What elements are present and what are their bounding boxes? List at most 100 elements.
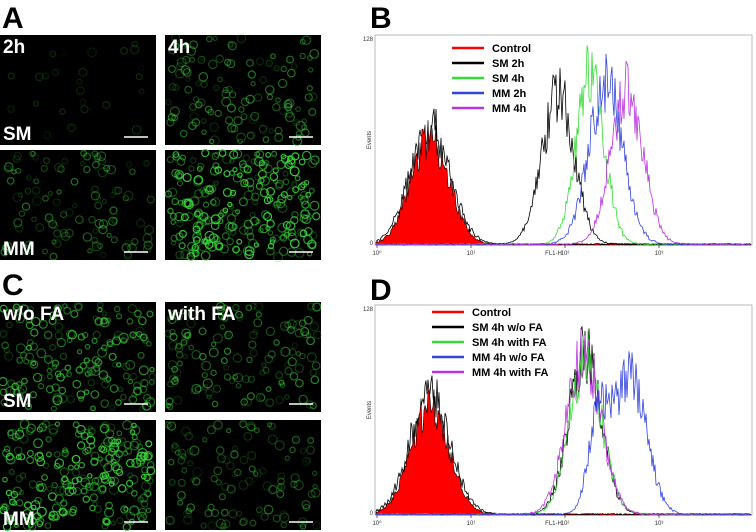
cell — [137, 64, 145, 72]
histogram-line — [375, 61, 751, 246]
cell — [172, 151, 180, 159]
cell — [122, 419, 133, 430]
cell — [54, 494, 64, 504]
cell — [253, 469, 262, 478]
cell — [134, 309, 142, 318]
cell — [280, 521, 287, 529]
cell — [3, 346, 10, 354]
cell — [25, 427, 34, 436]
cell — [3, 445, 11, 453]
cell — [232, 353, 243, 363]
cell — [184, 85, 193, 94]
cell — [277, 194, 287, 204]
cell — [175, 250, 185, 260]
cell — [277, 78, 288, 89]
cell — [277, 477, 285, 485]
cell — [189, 112, 199, 122]
cell — [59, 352, 68, 361]
cell — [110, 476, 119, 485]
cell — [310, 375, 320, 385]
cell — [232, 173, 242, 183]
cell — [308, 158, 318, 169]
legend-label: MM 4h — [492, 103, 527, 115]
cell — [137, 496, 144, 503]
cell — [170, 240, 177, 246]
cell — [189, 40, 199, 50]
cell — [167, 65, 176, 74]
cell — [15, 343, 26, 354]
cell — [284, 394, 290, 400]
cell — [72, 203, 78, 209]
cell — [106, 338, 114, 346]
cell — [146, 341, 152, 347]
cell — [196, 165, 203, 172]
cell — [110, 236, 118, 244]
image-label: SM — [3, 124, 32, 145]
cell — [143, 160, 150, 167]
cell — [165, 397, 174, 406]
cell — [101, 311, 107, 317]
cell — [229, 158, 235, 164]
cell — [227, 41, 234, 48]
cell — [51, 482, 58, 489]
cell — [139, 385, 148, 394]
image-label: MM — [3, 239, 35, 260]
cell — [37, 383, 45, 390]
cell — [198, 327, 207, 336]
cell — [165, 515, 175, 525]
cell — [225, 428, 232, 434]
cell — [168, 478, 176, 486]
cell — [64, 228, 74, 238]
micrograph: w/o FA SM — [0, 301, 156, 413]
cell — [43, 131, 52, 140]
cell — [240, 97, 250, 107]
cell — [175, 342, 183, 350]
cell — [274, 181, 283, 190]
cell — [116, 517, 124, 525]
cell — [299, 214, 309, 223]
cell — [187, 309, 198, 320]
cell — [284, 112, 295, 123]
cell — [266, 219, 275, 228]
cell — [0, 502, 10, 512]
image-label: with FA — [167, 304, 236, 325]
cell — [268, 128, 274, 134]
cell — [146, 195, 155, 204]
cell — [292, 320, 303, 330]
cell — [42, 157, 51, 165]
cell — [115, 399, 122, 406]
x-tick-label: 10¹ — [467, 251, 476, 257]
cell — [76, 390, 86, 399]
cell — [223, 373, 232, 381]
cell — [209, 166, 220, 176]
cell — [232, 374, 239, 380]
cell — [277, 484, 283, 490]
cell — [190, 388, 197, 395]
cell — [138, 316, 147, 326]
cell — [36, 483, 45, 492]
cell — [91, 241, 102, 252]
cell — [83, 165, 91, 174]
x-axis-label: FL1-H — [545, 521, 562, 527]
cell — [135, 326, 145, 337]
cell — [206, 35, 213, 43]
cell — [97, 167, 108, 178]
cell — [36, 348, 47, 359]
cell — [249, 216, 260, 226]
cell — [225, 85, 233, 94]
cell — [7, 72, 15, 80]
cell — [224, 58, 232, 67]
cell — [265, 386, 272, 393]
cell — [202, 378, 213, 389]
cell — [13, 152, 23, 161]
cell — [167, 458, 175, 466]
legend-label: Control — [472, 307, 511, 319]
cell — [129, 168, 136, 176]
cell — [303, 179, 310, 186]
cell — [18, 210, 26, 217]
cell — [231, 209, 239, 217]
cell — [99, 423, 109, 433]
cell — [229, 313, 235, 320]
cell — [114, 186, 123, 195]
cell — [87, 425, 93, 431]
